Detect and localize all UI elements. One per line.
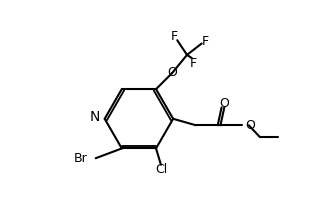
Text: O: O — [219, 97, 229, 110]
Text: O: O — [167, 66, 177, 79]
Text: O: O — [246, 119, 255, 132]
Text: F: F — [170, 30, 178, 43]
Text: Br: Br — [74, 152, 87, 165]
Text: N: N — [89, 110, 100, 124]
Text: Cl: Cl — [155, 163, 167, 176]
Text: F: F — [202, 35, 209, 48]
Text: F: F — [190, 56, 197, 70]
